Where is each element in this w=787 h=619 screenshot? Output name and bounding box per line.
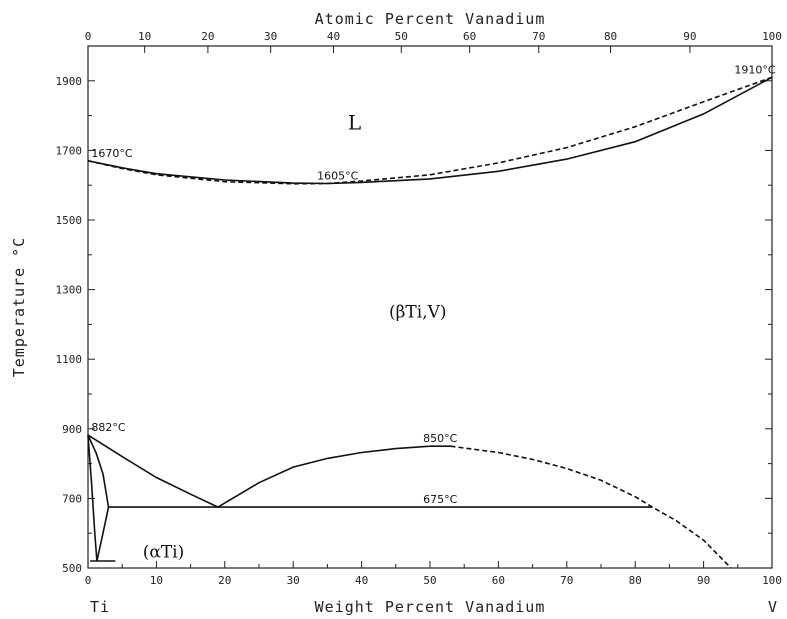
left-tick-label: 1900: [56, 75, 83, 88]
bottom-tick-label: 100: [762, 574, 782, 587]
left-tick-label: 1100: [56, 353, 83, 366]
solid-phase-boundary: [87, 434, 219, 508]
phase-label: L: [348, 111, 361, 135]
bottom-tick-label: 10: [150, 574, 163, 587]
bottom-tick-label: 60: [492, 574, 505, 587]
solid-phase-boundary: [87, 435, 98, 562]
dashed-phase-boundary: [87, 76, 773, 185]
top-tick-label: 60: [463, 30, 476, 43]
top-axis-title: Atomic Percent Vanadium: [315, 10, 546, 28]
top-tick-label: 70: [532, 30, 545, 43]
bottom-tick-label: 50: [423, 574, 436, 587]
left-tick-label: 500: [62, 562, 82, 575]
phase-label: (βTi,V): [389, 302, 447, 322]
bottom-tick-label: 90: [697, 574, 710, 587]
bottom-tick-label: 30: [287, 574, 300, 587]
temperature-annotation: 850°C: [423, 432, 457, 445]
left-tick-label: 700: [62, 492, 82, 505]
top-tick-label: 40: [327, 30, 340, 43]
solid-phase-boundary: [217, 445, 451, 508]
left-tick-label: 1500: [56, 214, 83, 227]
solid-phase-boundary: [87, 434, 110, 508]
top-tick-label: 50: [395, 30, 408, 43]
phase-region-labels: L (βTi,V) (αTi): [143, 111, 447, 563]
temperature-annotation: 1605°C: [317, 169, 358, 182]
dashed-phase-boundary: [450, 445, 732, 569]
temperature-annotation: 882°C: [91, 421, 125, 434]
temperature-annotation: 1910°C: [734, 63, 775, 76]
temperature-annotations: 1670°C 1910°C 1605°C 882°C 850°C 675°C: [91, 63, 775, 506]
top-tick-label: 30: [264, 30, 277, 43]
endpoint-label-ti: Ti: [90, 598, 110, 616]
top-tick-label: 80: [604, 30, 617, 43]
endpoint-label-v: V: [768, 598, 778, 616]
bottom-tick-label: 0: [85, 574, 92, 587]
axis-ticks: [87, 45, 773, 569]
temperature-annotation: 675°C: [423, 493, 457, 506]
temperature-annotation: 1670°C: [91, 147, 132, 160]
axis-tick-labels: 0 10 20 30 40 50 60 70 80 90 100 0 10 20 30 40 50 60 70 80 9…: [56, 30, 782, 587]
bottom-tick-label: 80: [629, 574, 642, 587]
top-tick-label: 10: [138, 30, 151, 43]
top-tick-label: 100: [762, 30, 782, 43]
bottom-tick-label: 40: [355, 574, 368, 587]
bottom-tick-label: 70: [560, 574, 573, 587]
top-tick-label: 20: [201, 30, 214, 43]
bottom-tick-label: 20: [218, 574, 231, 587]
solid-phase-boundary: [87, 76, 773, 185]
phase-label: (αTi): [143, 543, 185, 563]
left-tick-label: 1300: [56, 284, 83, 297]
top-tick-label: 0: [85, 30, 92, 43]
left-tick-label: 900: [62, 423, 82, 436]
bottom-axis-title: Weight Percent Vanadium: [315, 598, 546, 616]
solid-phase-boundary: [96, 506, 110, 562]
y-axis-title: Temperature °C: [10, 237, 28, 377]
phase-boundaries: [87, 76, 773, 569]
left-tick-label: 1700: [56, 144, 83, 157]
top-tick-label: 90: [683, 30, 696, 43]
